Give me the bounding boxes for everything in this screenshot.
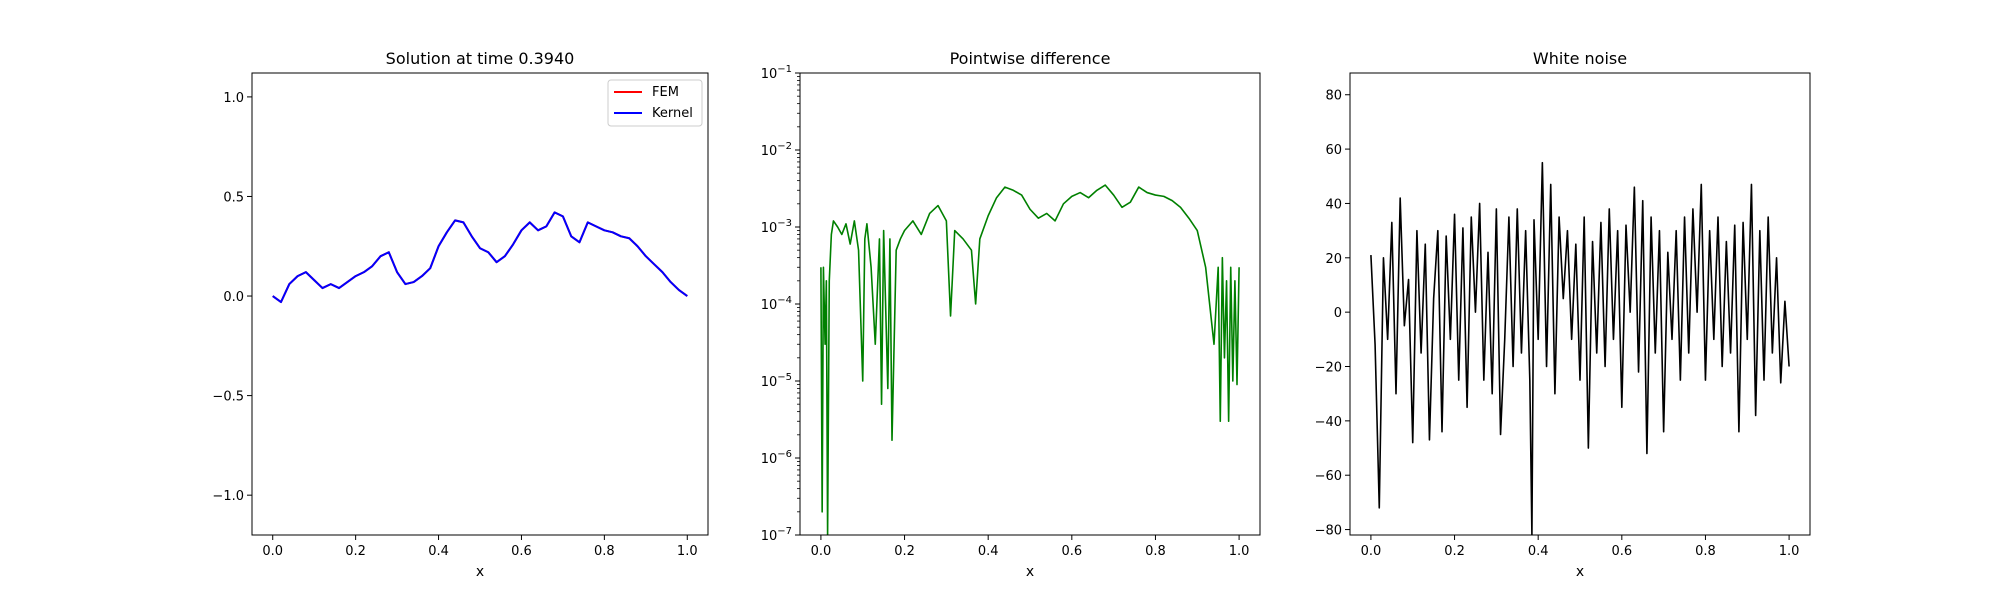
legend-label-fem: FEM — [652, 85, 679, 100]
solution-y-tick-label: 0.5 — [223, 190, 244, 205]
difference-x-tick-label: 0.0 — [811, 544, 832, 559]
white-noise-panel: White noise 0.0 0.2 0.4 0.6 0.8 1.0 −80 −60 −40… — [1315, 49, 1811, 580]
white-noise-y-axis: −80 −60 −40 −20 0 20 40 60 80 — [1315, 89, 1350, 539]
solution-x-tick-label: 0.2 — [345, 544, 366, 559]
difference-y-tick-label: 10−4 — [761, 295, 792, 313]
solution-x-label: x — [476, 564, 484, 580]
white-noise-y-tick-label: 80 — [1325, 89, 1342, 104]
difference-x-tick-label: 0.6 — [1061, 544, 1082, 559]
solution-x-tick-label: 0.8 — [594, 544, 615, 559]
legend-label-kernel: Kernel — [652, 106, 693, 121]
difference-y-tick-label: 10−1 — [761, 64, 792, 82]
solution-y-tick-label: −0.5 — [212, 390, 244, 405]
white-noise-y-tick-label: −60 — [1315, 469, 1342, 484]
difference-series-line-0 — [820, 184, 1240, 535]
white-noise-y-tick-label: 40 — [1325, 197, 1342, 212]
difference-x-axis: 0.0 0.2 0.4 0.6 0.8 1.0 — [811, 535, 1250, 559]
difference-y-tick-label: 10−7 — [761, 526, 792, 544]
solution-x-tick-label: 1.0 — [677, 544, 698, 559]
difference-x-tick-label: 1.0 — [1229, 544, 1250, 559]
solution-x-tick-label: 0.6 — [511, 544, 532, 559]
white-noise-x-tick-label: 0.6 — [1611, 544, 1632, 559]
white-noise-x-tick-label: 0.2 — [1444, 544, 1465, 559]
difference-y-tick-label: 10−6 — [761, 449, 792, 467]
solution-y-tick-label: 0.0 — [223, 290, 244, 305]
solution-plot-area — [272, 211, 688, 304]
white-noise-y-tick-label: 20 — [1325, 252, 1342, 267]
white-noise-plot-area — [1370, 161, 1790, 535]
white-noise-y-tick-label: −20 — [1315, 361, 1342, 376]
white-noise-y-tick-label: −40 — [1315, 415, 1342, 430]
solution-y-tick-label: 1.0 — [223, 91, 244, 106]
solution-y-axis: −1.0 −0.5 0.0 0.5 1.0 — [212, 91, 252, 504]
solution-x-tick-label: 0.0 — [262, 544, 283, 559]
difference-y-axis: 10−7 10−6 10−5 10−4 10−3 10−2 10−1 — [761, 64, 800, 544]
white-noise-x-tick-label: 0.0 — [1361, 544, 1382, 559]
solution-x-axis: 0.0 0.2 0.4 0.6 0.8 1.0 — [262, 535, 698, 559]
solution-y-tick-label: −1.0 — [212, 489, 244, 504]
solution-series-line-kernel — [272, 211, 688, 304]
solution-panel: Solution at time 0.3940 0.0 0.2 0.4 0.6 0.8 1… — [212, 49, 709, 580]
difference-x-tick-label: 0.2 — [894, 544, 915, 559]
white-noise-series-line-0 — [1370, 161, 1790, 535]
white-noise-axes-frame — [1349, 72, 1811, 536]
white-noise-x-label: x — [1576, 564, 1584, 580]
difference-y-tick-label: 10−2 — [761, 141, 792, 159]
white-noise-x-tick-label: 0.8 — [1695, 544, 1716, 559]
difference-plot-area — [820, 184, 1240, 535]
difference-title: Pointwise difference — [950, 49, 1111, 68]
difference-x-tick-label: 0.4 — [978, 544, 999, 559]
white-noise-y-tick-label: 60 — [1325, 143, 1342, 158]
white-noise-x-tick-label: 1.0 — [1779, 544, 1800, 559]
white-noise-x-axis: 0.0 0.2 0.4 0.6 0.8 1.0 — [1361, 535, 1800, 559]
difference-axes-frame — [799, 72, 1261, 536]
solution-title: Solution at time 0.3940 — [386, 49, 575, 68]
white-noise-title: White noise — [1533, 49, 1627, 68]
difference-x-tick-label: 0.8 — [1145, 544, 1166, 559]
difference-panel: Pointwise difference 0.0 0.2 0.4 0.6 0.8 1.0 … — [761, 49, 1261, 580]
solution-x-tick-label: 0.4 — [428, 544, 449, 559]
white-noise-y-tick-label: −80 — [1315, 524, 1342, 539]
legend: FEM Kernel — [607, 79, 703, 127]
solution-axes-frame — [251, 72, 709, 536]
white-noise-y-tick-label: 0 — [1334, 306, 1342, 321]
white-noise-x-tick-label: 0.4 — [1528, 544, 1549, 559]
difference-x-label: x — [1026, 564, 1034, 580]
difference-y-tick-label: 10−3 — [761, 218, 792, 236]
difference-y-tick-label: 10−5 — [761, 372, 792, 390]
